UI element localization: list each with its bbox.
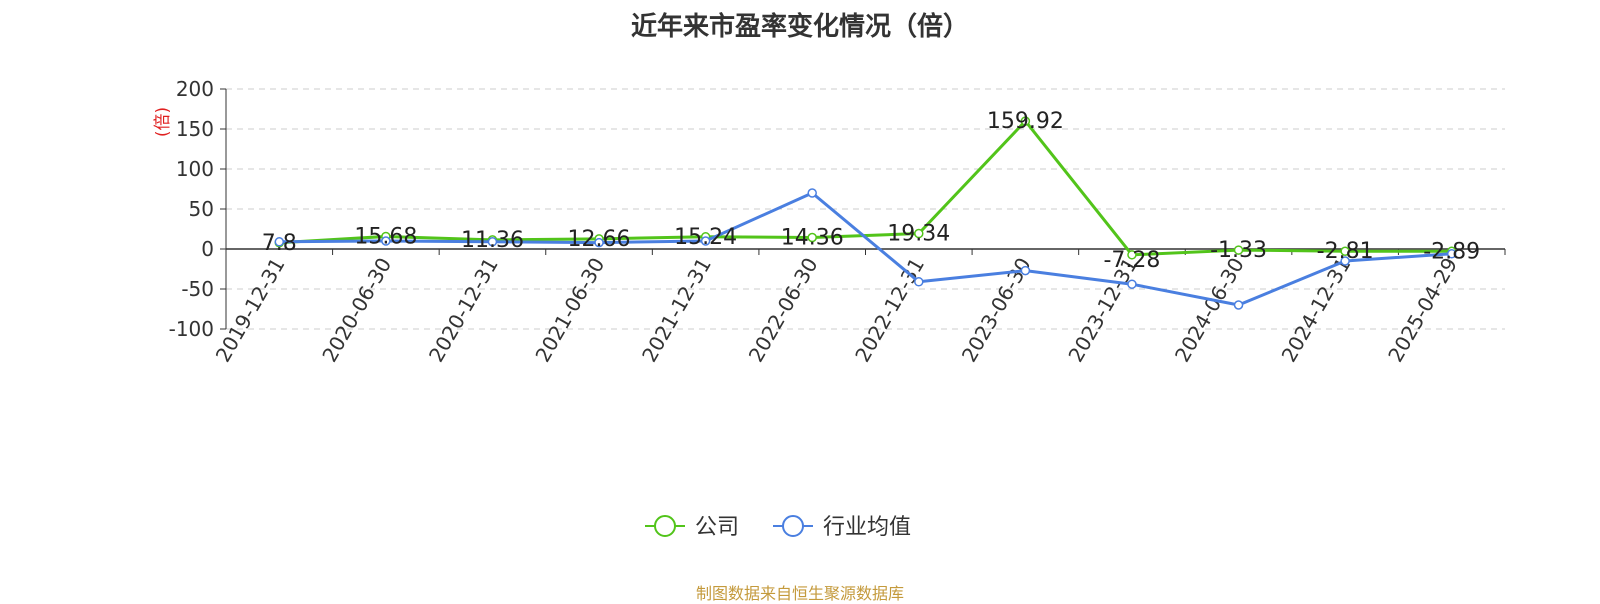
- data-point-industry: [1340, 256, 1350, 266]
- data-point-industry: [594, 237, 604, 248]
- series-layer: [274, 116, 1457, 310]
- y-tick-label: 100: [176, 157, 214, 181]
- y-tick-label: 200: [176, 77, 214, 101]
- x-tick-label: 2020-06-30: [317, 254, 396, 367]
- data-point-industry: [1127, 279, 1137, 289]
- data-point-company: [1340, 246, 1350, 256]
- axis-layer: 200 150 100 50 0 -50 -100 (倍) 2019-12-31 2020-06-…: [153, 77, 1506, 367]
- legend: 公司 行业均值: [645, 515, 911, 540]
- data-label: 12.66: [568, 227, 631, 252]
- y-tick-label: -50: [181, 277, 214, 301]
- legend-marker-icon: [782, 515, 804, 537]
- data-label: 15.68: [354, 224, 417, 249]
- data-source-note: 制图数据来自恒生聚源数据库: [695, 584, 904, 603]
- data-point-industry: [700, 236, 711, 246]
- legend-marker-icon: [654, 515, 676, 537]
- data-point-industry: [1446, 249, 1457, 259]
- x-tick-label: 2025-04-29: [1383, 254, 1462, 367]
- data-label-layer: 7.8 15.68 11.36 12.66 15.24 14.36 19.34 159.92 -…: [262, 109, 1480, 273]
- data-label: 11.36: [461, 228, 524, 253]
- data-point-company: [807, 232, 817, 243]
- data-label: 19.34: [887, 222, 950, 247]
- y-tick-label: 150: [176, 117, 214, 141]
- y-tick-label: 50: [189, 197, 214, 221]
- data-point-industry: [1233, 300, 1244, 310]
- x-tick-label: 2022-06-30: [744, 254, 823, 367]
- x-tick-label: 2021-06-30: [530, 254, 609, 367]
- data-point-industry: [807, 188, 817, 198]
- data-label: 159.92: [987, 109, 1064, 134]
- x-tick-label: 2021-12-31: [637, 254, 716, 367]
- data-point-industry: [274, 237, 285, 247]
- data-point-company: [914, 228, 924, 239]
- chart-title: 近年来市盈率变化情况（倍）: [630, 12, 969, 42]
- data-point-industry: [914, 277, 924, 287]
- x-tick-label: 2019-12-31: [211, 254, 290, 367]
- legend-label: 行业均值: [823, 515, 911, 540]
- data-label: -2.89: [1423, 239, 1480, 264]
- series-line-company: [279, 119, 1452, 257]
- data-point-company: [1233, 245, 1244, 255]
- y-tick-label: 0: [201, 237, 214, 261]
- legend-label: 公司: [695, 515, 739, 540]
- grid-layer: [226, 88, 1505, 330]
- data-label: -7.28: [1103, 248, 1160, 273]
- data-point-industry: [1020, 265, 1031, 276]
- x-tick-label: 2024-12-31: [1277, 254, 1356, 367]
- y-tick-label: -100: [169, 317, 214, 341]
- data-point-industry: [381, 236, 391, 246]
- data-label: -2.81: [1317, 239, 1374, 264]
- x-tick-label: 2024-06-30: [1170, 254, 1249, 367]
- pe-ratio-line-chart: 200 150 100 50 0 -50 -100 (倍) 2019-12-31 2020-06-…: [153, 77, 1506, 540]
- data-point-company: [1127, 250, 1137, 260]
- data-point-industry: [487, 237, 498, 247]
- data-label: 15.24: [674, 225, 737, 250]
- x-tick-label: 2022-12-31: [850, 254, 929, 367]
- data-label: 7.8: [262, 231, 297, 256]
- x-tick-label: 2020-12-31: [424, 254, 503, 367]
- data-label: 14.36: [781, 226, 844, 251]
- series-line-industry: [279, 191, 1452, 307]
- data-point-company: [1020, 116, 1031, 126]
- data-label: -1.33: [1210, 238, 1267, 263]
- y-axis-unit-label: (倍): [153, 107, 173, 137]
